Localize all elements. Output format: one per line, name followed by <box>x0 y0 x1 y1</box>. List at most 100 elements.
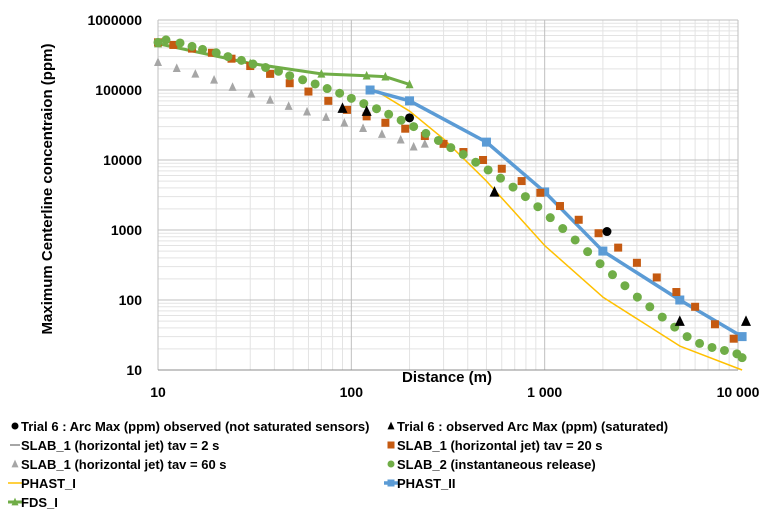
data-point <box>172 63 181 72</box>
data-point <box>405 79 414 89</box>
data-point <box>273 66 283 76</box>
data-point <box>266 95 275 104</box>
data-point <box>710 320 719 329</box>
data-point <box>261 62 271 72</box>
y-tick-label: 10000 <box>103 152 142 168</box>
data-point <box>317 69 326 78</box>
data-point <box>729 334 738 343</box>
data-point <box>497 164 506 173</box>
legend-symbol <box>384 479 398 487</box>
legend-item: SLAB_2 (instantaneous release) <box>387 457 596 472</box>
data-point <box>359 123 368 132</box>
data-point <box>401 124 410 133</box>
data-point <box>737 332 747 342</box>
legend-symbol <box>387 460 395 468</box>
data-point <box>266 69 275 78</box>
data-point <box>533 202 543 212</box>
data-point <box>607 270 617 280</box>
x-tick-label: 1 000 <box>527 384 562 400</box>
data-point <box>361 105 372 116</box>
data-point <box>446 143 456 153</box>
data-point <box>324 96 333 105</box>
legend-item: PHAST_II <box>384 476 456 491</box>
series-line <box>369 86 743 371</box>
data-point <box>595 259 605 269</box>
data-point <box>340 117 349 127</box>
y-tick-label: 1000000 <box>87 12 142 28</box>
data-point <box>365 85 375 95</box>
legend-label: SLAB_2 (instantaneous release) <box>397 457 596 472</box>
data-point <box>574 215 583 224</box>
data-point <box>558 224 568 234</box>
data-point <box>741 315 752 326</box>
data-point <box>303 106 312 116</box>
data-point <box>346 93 356 103</box>
data-point <box>458 149 468 159</box>
data-point <box>298 75 308 85</box>
data-point <box>154 57 162 66</box>
legend-marker <box>387 421 395 430</box>
legend-marker <box>11 497 19 506</box>
data-point <box>583 247 593 257</box>
series-7 <box>365 85 747 342</box>
data-point <box>652 273 661 282</box>
data-point <box>405 96 415 106</box>
data-point <box>594 229 603 238</box>
data-point <box>175 38 185 48</box>
data-point <box>614 243 623 252</box>
y-tick-label: 100000 <box>95 82 142 98</box>
legend-label: SLAB_1 (horizontal jet) tav = 20 s <box>397 438 603 453</box>
data-point <box>405 113 415 123</box>
data-point <box>675 295 685 305</box>
y-tick-label: 10 <box>126 362 142 378</box>
data-point <box>598 246 608 256</box>
data-point <box>570 235 580 245</box>
data-point <box>228 82 237 91</box>
y-tick-label: 100 <box>119 292 143 308</box>
data-point <box>433 135 443 145</box>
data-point <box>421 128 431 138</box>
data-point <box>198 44 208 54</box>
legend-item: Trial 6 : observed Arc Max (ppm) (satura… <box>387 419 668 434</box>
x-tick-label: 100 <box>340 384 364 400</box>
data-point <box>489 186 500 197</box>
grid <box>157 19 739 371</box>
data-point <box>247 89 256 98</box>
data-point <box>372 104 382 114</box>
data-point <box>483 165 493 175</box>
data-point <box>517 177 526 186</box>
data-point <box>719 345 729 355</box>
series-6 <box>369 86 743 371</box>
data-point <box>396 134 405 144</box>
legend-item: SLAB_1 (horizontal jet) tav = 2 s <box>10 438 219 453</box>
data-point <box>409 122 419 132</box>
series-4 <box>154 57 429 151</box>
legend-symbol <box>387 441 395 449</box>
legend-symbol <box>387 421 395 430</box>
x-tick-label: 10 000 <box>717 384 760 400</box>
data-point <box>555 202 564 211</box>
data-point <box>632 258 641 267</box>
legend-item: Trial 6 : Arc Max (ppm) observed (not sa… <box>11 419 369 434</box>
data-point <box>359 99 369 109</box>
data-point <box>496 173 506 183</box>
legend-item: FDS_I <box>8 495 58 510</box>
legend-symbol <box>11 422 19 430</box>
data-point <box>420 139 429 148</box>
data-point <box>285 79 294 88</box>
data-point <box>737 353 747 363</box>
data-point <box>479 156 488 164</box>
data-point <box>322 84 332 94</box>
data-point <box>337 102 348 113</box>
data-point <box>540 187 550 197</box>
data-point <box>695 338 705 348</box>
data-point <box>384 109 394 119</box>
plot-area <box>153 35 752 371</box>
legend-item: PHAST_I <box>8 476 76 491</box>
data-point <box>335 88 345 98</box>
data-point <box>187 41 197 51</box>
data-point <box>310 79 320 89</box>
legend-symbol <box>8 497 22 506</box>
data-point <box>536 188 545 197</box>
data-point <box>322 112 331 121</box>
